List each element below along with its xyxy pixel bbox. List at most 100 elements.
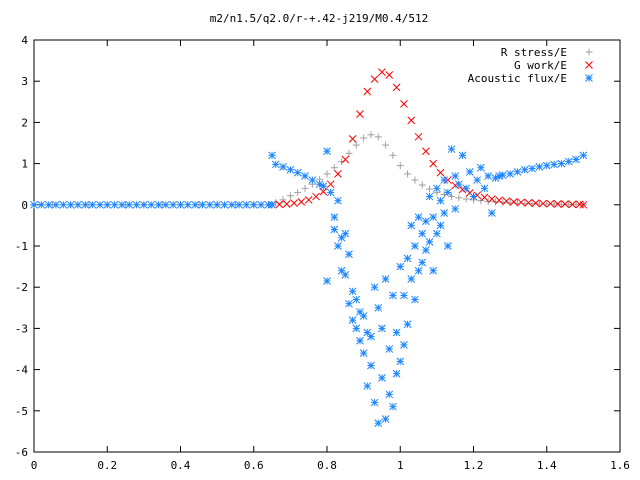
data-point	[385, 345, 394, 353]
data-point	[242, 200, 251, 209]
data-point	[118, 200, 126, 209]
y-tick-label: -2	[15, 281, 28, 294]
data-point	[440, 191, 448, 198]
data-point	[323, 147, 331, 156]
data-point	[469, 192, 478, 201]
data-point	[374, 303, 383, 312]
data-point	[367, 361, 375, 370]
data-point	[363, 382, 372, 390]
data-point	[411, 242, 419, 250]
data-point	[400, 341, 408, 349]
legend-label: Acoustic flux/E	[468, 72, 567, 85]
data-point	[161, 200, 170, 209]
data-point	[96, 200, 104, 209]
data-point	[418, 229, 427, 238]
data-point	[422, 147, 430, 156]
data-point	[426, 185, 434, 193]
legend-marker	[585, 48, 593, 56]
data-point	[436, 196, 445, 205]
data-point	[448, 193, 456, 201]
data-point	[531, 199, 540, 208]
data-point	[323, 277, 331, 285]
data-point	[356, 336, 364, 345]
data-point	[363, 87, 372, 96]
data-point	[520, 165, 529, 174]
data-point	[176, 200, 185, 209]
series-2	[30, 145, 588, 428]
data-point	[125, 200, 134, 209]
data-point	[517, 198, 525, 207]
x-tick-label: 0.4	[171, 459, 191, 472]
data-point	[385, 71, 394, 79]
data-point	[400, 100, 408, 108]
data-point	[425, 192, 434, 201]
data-point	[345, 149, 353, 157]
data-point	[513, 167, 522, 176]
data-point	[440, 209, 449, 217]
data-point	[290, 199, 298, 208]
data-point	[396, 357, 405, 366]
data-point	[487, 195, 496, 203]
data-point	[220, 200, 229, 209]
data-point	[286, 192, 294, 200]
data-point	[338, 158, 346, 166]
y-tick-label: -5	[15, 405, 28, 418]
data-point	[561, 200, 569, 208]
data-point	[286, 165, 295, 174]
data-point	[345, 250, 353, 259]
y-tick-label: 4	[21, 34, 28, 47]
data-point	[557, 200, 565, 208]
data-point	[279, 163, 287, 171]
data-point	[414, 213, 423, 222]
data-point	[546, 199, 555, 208]
data-point	[132, 200, 141, 209]
data-point	[543, 200, 551, 208]
data-point	[462, 184, 471, 193]
data-point	[74, 200, 82, 209]
data-point	[484, 198, 492, 206]
data-point	[385, 390, 394, 399]
data-point	[227, 200, 236, 209]
data-point	[334, 170, 342, 178]
data-point	[396, 262, 405, 271]
data-point	[301, 184, 309, 192]
data-point	[319, 182, 328, 191]
data-point	[264, 200, 273, 209]
data-point	[312, 192, 320, 201]
data-point	[66, 200, 75, 209]
data-point	[498, 171, 507, 179]
x-tick-label: 1.2	[464, 459, 484, 472]
data-point	[550, 160, 558, 169]
data-point	[422, 217, 430, 226]
series-0	[30, 131, 587, 209]
x-tick-label: 1.4	[537, 459, 557, 472]
data-point	[535, 163, 544, 171]
y-tick-label: -4	[15, 364, 29, 377]
data-point	[476, 163, 485, 172]
data-point	[301, 172, 309, 180]
series-layer	[30, 68, 588, 428]
data-point	[414, 132, 423, 141]
data-point	[341, 155, 350, 164]
data-point	[436, 221, 445, 230]
data-point	[495, 196, 503, 205]
data-point	[572, 200, 580, 208]
data-point	[407, 275, 416, 283]
y-tick-label: -3	[15, 322, 28, 335]
data-point	[550, 200, 558, 208]
data-point	[506, 170, 514, 178]
data-point	[44, 200, 53, 209]
data-point	[389, 291, 397, 300]
data-point	[330, 164, 338, 172]
data-point	[52, 200, 60, 209]
x-tick-label: 1.6	[610, 459, 630, 472]
data-point	[198, 200, 207, 209]
y-tick-label: 0	[21, 199, 28, 212]
legend-marker	[585, 61, 593, 69]
data-point	[455, 194, 463, 202]
data-point	[454, 180, 463, 189]
data-point	[370, 398, 379, 407]
data-point	[579, 151, 588, 160]
data-point	[429, 213, 438, 222]
